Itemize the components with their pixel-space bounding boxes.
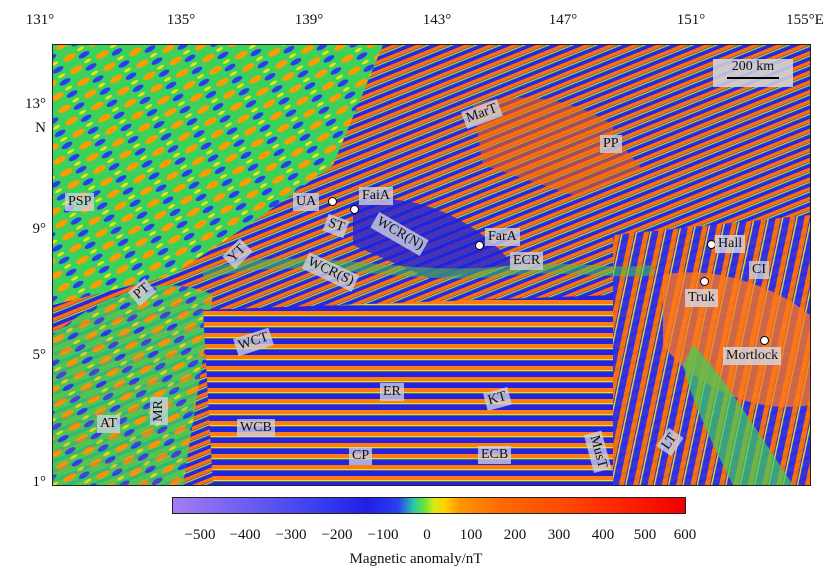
colorbar-tick: −200 — [321, 527, 353, 543]
point-marker — [350, 205, 359, 214]
label-ci: CI — [749, 261, 769, 279]
lon-tick: 155°E — [786, 12, 824, 28]
colorbar-tick: −300 — [275, 527, 307, 543]
lat-tick: 9° — [32, 221, 47, 237]
lat-tick: 5° — [32, 347, 47, 363]
label-ecr: ECR — [510, 252, 544, 270]
lon-tick: 147° — [548, 12, 578, 28]
label-mortlock: Mortlock — [723, 347, 782, 365]
label-ecb: ECB — [478, 446, 512, 464]
colorbar-tick: 100 — [459, 527, 483, 543]
colorbar-tick: 0 — [423, 527, 431, 543]
label-mr: MR — [149, 397, 168, 425]
scale-bar-line — [727, 77, 779, 79]
colorbar-tick: 500 — [633, 527, 657, 543]
lon-tick: 139° — [294, 12, 324, 28]
colorbar-tick: 300 — [547, 527, 571, 543]
point-marker — [475, 241, 484, 250]
lon-tick: 135° — [166, 12, 196, 28]
label-truk: Truk — [685, 289, 718, 307]
label-hall: Hall — [715, 235, 746, 253]
colorbar-tick: −400 — [229, 527, 261, 543]
label-cp: CP — [349, 447, 373, 465]
lat-tick: 1° — [32, 474, 47, 490]
label-faia: FaiA — [359, 187, 393, 205]
colorbar-tick: 600 — [673, 527, 697, 543]
label-fara: FarA — [485, 228, 520, 246]
label-psp: PSP — [65, 193, 95, 211]
label-pp: PP — [600, 135, 622, 153]
point-marker — [328, 197, 337, 206]
point-marker — [760, 336, 769, 345]
lon-tick: 143° — [422, 12, 452, 28]
anomaly-field — [53, 45, 810, 485]
colorbar-tick: −100 — [367, 527, 399, 543]
colorbar — [172, 497, 686, 514]
magnetic-anomaly-map: 200 km PSP UA FaiA ST WCR(N) YT WCR(S) F… — [52, 44, 811, 486]
lat-unit: N — [35, 120, 46, 136]
colorbar-tick: −500 — [184, 527, 216, 543]
scale-bar: 200 km — [713, 59, 793, 87]
lon-tick: 151° — [676, 12, 706, 28]
label-ua: UA — [293, 193, 320, 211]
lon-tick: 131° — [25, 12, 55, 28]
point-marker — [700, 277, 709, 286]
colorbar-title: Magnetic anomaly/nT — [349, 551, 483, 567]
lat-tick: 13° — [25, 96, 46, 112]
label-at: AT — [97, 415, 121, 433]
label-wcb: WCB — [237, 419, 275, 437]
colorbar-tick: 400 — [591, 527, 615, 543]
scale-bar-label: 200 km — [731, 59, 775, 74]
colorbar-tick: 200 — [503, 527, 527, 543]
label-er: ER — [380, 383, 404, 401]
